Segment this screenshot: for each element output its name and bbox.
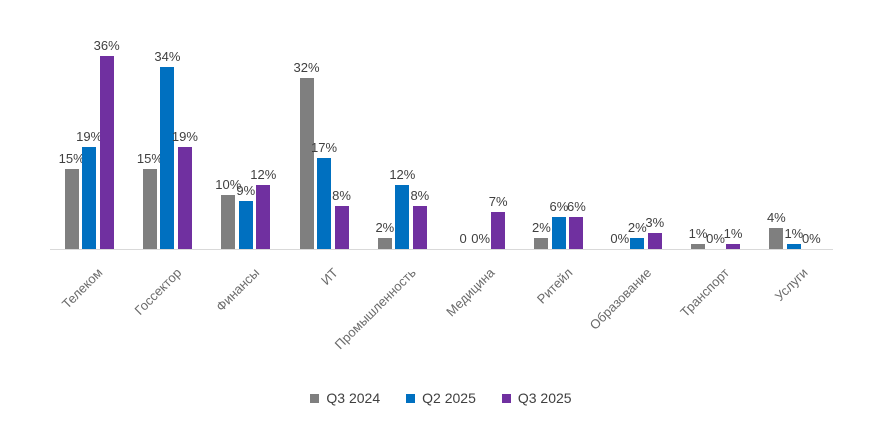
- bar-q2-2025: [395, 185, 410, 249]
- bar-q3-2025: [647, 233, 662, 249]
- legend-marker: [406, 393, 416, 403]
- x-axis-line: [50, 249, 833, 250]
- legend-label: Q2 2025: [422, 390, 476, 406]
- value-label: 36%: [93, 38, 120, 53]
- bar-q3-2025: [334, 206, 349, 249]
- legend-item: Q3 2024: [310, 390, 380, 406]
- category-label: ИТ: [317, 265, 341, 288]
- bar-q3-2024: [377, 238, 392, 249]
- category-label: Ритейл: [533, 265, 576, 307]
- legend-label: Q3 2024: [326, 390, 381, 406]
- value-label: 8%: [410, 188, 430, 203]
- category-label: Телеком: [59, 265, 106, 312]
- value-label: 12%: [389, 167, 416, 182]
- legend-marker: [310, 393, 320, 403]
- category-label: Промышленность: [331, 265, 419, 353]
- value-label: 10%: [215, 177, 242, 192]
- value-label: 12%: [250, 167, 277, 182]
- value-label: 2%: [627, 220, 647, 235]
- value-label: 2%: [532, 220, 551, 235]
- category-label: Финансы: [213, 265, 263, 315]
- legend-marker: [501, 393, 511, 403]
- bar-q3-2024: [221, 195, 236, 249]
- bar-q3-2024: [534, 238, 549, 249]
- value-label: 3%: [645, 215, 665, 230]
- value-label: 9%: [236, 183, 256, 198]
- value-label: 34%: [154, 49, 181, 64]
- bar-q3-2024: [769, 228, 784, 249]
- category-label: Услуги: [771, 265, 811, 304]
- legend-label: Q3 2025: [517, 390, 572, 406]
- value-label: 0%: [801, 231, 821, 246]
- bar-q3-2025: [491, 212, 506, 249]
- value-label: 17%: [311, 140, 338, 155]
- value-label: 1%: [784, 226, 804, 241]
- value-label: 0%: [471, 231, 491, 246]
- value-label: 7%: [488, 194, 508, 209]
- bar-q2-2025: [160, 67, 175, 249]
- bar-q3-2025: [99, 56, 114, 249]
- bar-q3-2025: [177, 147, 192, 249]
- bar-q3-2024: [299, 78, 314, 249]
- legend-item: Q2 2025: [406, 390, 476, 406]
- bar-q2-2025: [630, 238, 645, 249]
- legend: Q3 2024 Q2 2025 Q3 2025: [0, 390, 882, 406]
- bar-q3-2025: [256, 185, 271, 249]
- value-label: 15%: [136, 151, 163, 166]
- bar-q2-2025: [82, 147, 97, 249]
- value-label: 32%: [293, 60, 320, 75]
- value-label: 1%: [688, 226, 708, 241]
- value-label: 0%: [706, 231, 725, 246]
- bar-q3-2025: [726, 244, 741, 249]
- value-label: 19%: [76, 129, 103, 144]
- category-label: Медицина: [442, 265, 498, 320]
- value-label: 15%: [58, 151, 85, 166]
- bar-q2-2025: [238, 201, 253, 249]
- value-label: 2%: [375, 220, 395, 235]
- bar-q2-2025: [551, 217, 566, 249]
- bar-q3-2025: [569, 217, 584, 249]
- bar-q3-2024: [691, 244, 706, 249]
- bar-q3-2025: [412, 206, 427, 249]
- value-label: 0: [459, 231, 467, 246]
- bar-q3-2024: [142, 169, 157, 249]
- bar-q2-2025: [317, 158, 332, 249]
- value-label: 19%: [171, 129, 198, 144]
- category-label: Госсектор: [131, 265, 185, 318]
- value-label: 4%: [766, 210, 786, 225]
- bar-q2-2025: [786, 244, 801, 249]
- bar-q3-2024: [64, 169, 79, 249]
- category-label: Образование: [586, 265, 654, 333]
- value-label: 8%: [332, 188, 351, 203]
- category-label: Транспорт: [677, 265, 733, 320]
- value-label: 6%: [549, 199, 569, 214]
- value-label: 1%: [723, 226, 743, 241]
- value-label: 6%: [567, 199, 586, 214]
- legend-item: Q3 2025: [501, 390, 572, 406]
- value-label: 0%: [610, 231, 630, 246]
